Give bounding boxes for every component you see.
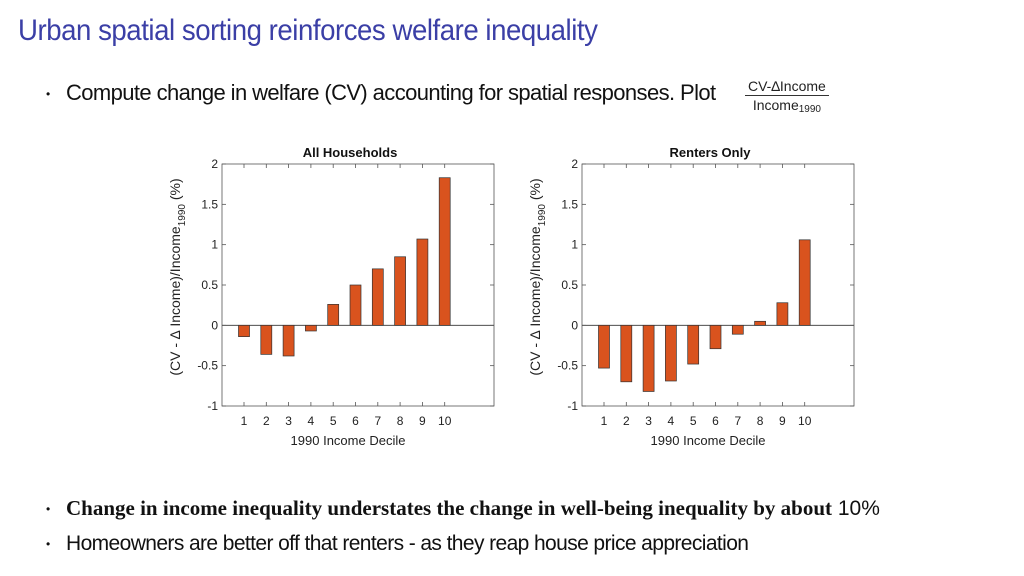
y-axis-label-main: (CV - ∆ Income)/Income <box>527 226 543 376</box>
bar-decile-4 <box>665 324 677 382</box>
fraction-denominator-text: Income <box>752 97 799 113</box>
bar-decile-10 <box>438 177 451 326</box>
bar-decile-7 <box>371 268 384 326</box>
bar-series <box>238 177 451 357</box>
bullet-homeowners: • Homeowners are better off that renters … <box>46 532 749 556</box>
bar-decile-6 <box>349 284 362 326</box>
y-tick-label: 1.5 <box>561 197 578 211</box>
y-axis-label: (CV - ∆ Income)/Income1990 (%) <box>527 178 548 375</box>
bar-decile-10 <box>798 239 811 326</box>
x-tick-label: 5 <box>690 414 697 428</box>
chart-renters-only: Renters Only 1990 Income Decile (CV - ∆ … <box>527 145 855 448</box>
y-tick-label: 1 <box>571 238 578 252</box>
x-tick-label: 10 <box>798 414 812 428</box>
bar-decile-2 <box>620 324 633 383</box>
y-tick-label: 0.5 <box>561 278 578 292</box>
bar-decile-9 <box>776 302 789 326</box>
y-axis-label: (CV - ∆ Income)/Income1990 (%) <box>167 178 188 375</box>
bar-decile-8 <box>754 320 766 326</box>
bar-decile-2 <box>260 324 273 355</box>
y-axis-label-subscript: 1990 <box>177 204 188 227</box>
bar-decile-9 <box>416 238 429 326</box>
x-tick-label: 2 <box>623 414 630 428</box>
x-tick-label: 7 <box>374 414 381 428</box>
x-tick-label: 10 <box>438 414 452 428</box>
x-tick-label: 4 <box>308 414 315 428</box>
fraction-denominator-subscript: 1990 <box>798 104 821 115</box>
y-axis-label-unit: (%) <box>527 178 543 204</box>
y-tick-label: 2 <box>571 157 578 171</box>
y-tick-label: -1 <box>567 399 578 413</box>
y-tick-label: -0.5 <box>557 359 578 373</box>
y-tick-label: 2 <box>211 157 218 171</box>
slide-title: Urban spatial sorting reinforces welfare… <box>18 14 598 47</box>
x-tick-label: 6 <box>712 414 719 428</box>
chart-title: All Households <box>303 145 398 160</box>
bullet-inequality-understated: • Change in income inequality understates… <box>46 496 880 521</box>
bar-decile-1 <box>598 324 610 369</box>
y-tick-label: 0 <box>211 318 218 332</box>
y-tick-label: 0 <box>571 318 578 332</box>
welfare-fraction: CV-∆Income Income1990 <box>745 78 829 115</box>
bullet-compute-welfare: • Compute change in welfare (CV) accounti… <box>46 80 716 106</box>
x-tick-label: 1 <box>241 414 248 428</box>
bar-decile-1 <box>238 324 250 337</box>
y-axis-label-subscript: 1990 <box>537 204 548 227</box>
x-tick-label: 4 <box>668 414 675 428</box>
bar-decile-5 <box>687 324 700 365</box>
x-axis-label: 1990 Income Decile <box>291 433 406 448</box>
y-tick-label: -0.5 <box>197 359 218 373</box>
bullet-dot: • <box>46 87 50 102</box>
bullet-bold-text: Change in income inequality understates … <box>66 496 832 520</box>
bar-decile-3 <box>642 324 655 392</box>
bar-decile-3 <box>282 324 295 357</box>
x-tick-label: 3 <box>645 414 652 428</box>
x-tick-label: 3 <box>285 414 292 428</box>
bar-decile-8 <box>394 256 406 326</box>
y-tick-label: 1.5 <box>201 197 218 211</box>
x-tick-label: 7 <box>734 414 741 428</box>
x-tick-label: 6 <box>352 414 359 428</box>
x-tick-label: 5 <box>330 414 337 428</box>
bar-decile-4 <box>305 324 317 332</box>
y-tick-label: 0.5 <box>201 278 218 292</box>
bar-decile-6 <box>709 324 722 350</box>
bullet-dot: • <box>46 537 50 552</box>
y-axis-label-main: (CV - ∆ Income)/Income <box>167 226 183 376</box>
chart-all-households: All Households 1990 Income Decile (CV - … <box>167 145 495 448</box>
bar-decile-7 <box>731 324 744 335</box>
y-tick-label: 1 <box>211 238 218 252</box>
x-tick-label: 9 <box>419 414 426 428</box>
x-tick-label: 8 <box>397 414 404 428</box>
bullet-dot: • <box>46 502 51 517</box>
y-tick-label: -1 <box>207 399 218 413</box>
x-tick-label: 2 <box>263 414 270 428</box>
bar-decile-5 <box>327 304 340 326</box>
fraction-numerator: CV-∆Income <box>745 78 829 96</box>
x-tick-label: 8 <box>757 414 764 428</box>
bullet-text: Homeowners are better off that renters -… <box>66 532 749 555</box>
x-axis-label: 1990 Income Decile <box>651 433 766 448</box>
x-tick-label: 9 <box>779 414 786 428</box>
y-axis-label-unit: (%) <box>167 178 183 204</box>
bar-series <box>598 239 811 392</box>
bullet-text: Compute change in welfare (CV) accountin… <box>66 80 716 105</box>
chart-title: Renters Only <box>670 145 752 160</box>
bullet-percent: 10% <box>837 497 880 520</box>
fraction-denominator: Income1990 <box>745 96 829 115</box>
x-tick-label: 1 <box>601 414 608 428</box>
